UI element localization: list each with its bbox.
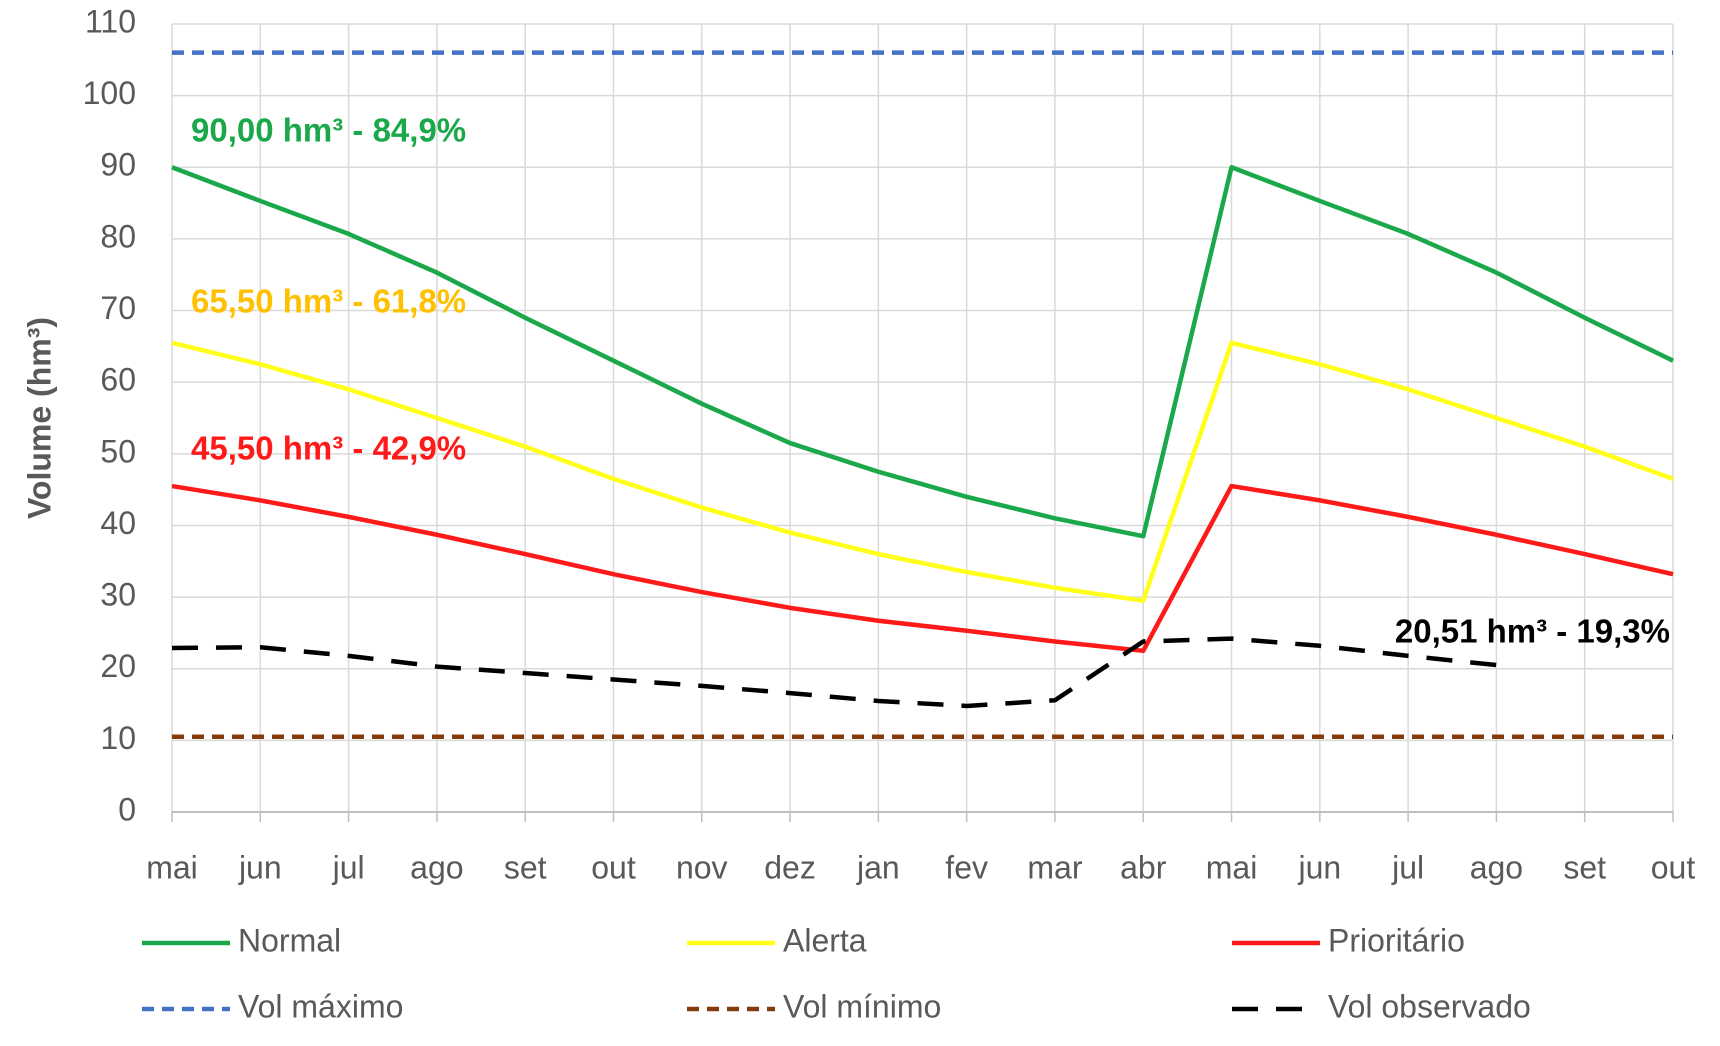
x-tick-label: out bbox=[591, 849, 636, 885]
y-tick-label: 50 bbox=[100, 433, 136, 469]
x-tick-label: jul bbox=[1391, 849, 1424, 885]
x-tick-label: abr bbox=[1120, 849, 1167, 885]
y-tick-label: 80 bbox=[100, 218, 136, 254]
legend-label: Vol mínimo bbox=[783, 988, 941, 1024]
series-line bbox=[171, 483, 1674, 654]
y-tick-label: 110 bbox=[85, 3, 136, 39]
legend-label: Normal bbox=[238, 922, 341, 958]
x-tick-label: jul bbox=[332, 849, 365, 885]
x-tick-label: fev bbox=[945, 849, 988, 885]
x-tick-label: jan bbox=[856, 849, 900, 885]
y-tick-label: 0 bbox=[118, 791, 136, 827]
y-tick-label: 90 bbox=[100, 147, 136, 183]
x-tick-label: mai bbox=[146, 849, 198, 885]
y-tick-label: 10 bbox=[100, 720, 136, 756]
x-tick-label: ago bbox=[1470, 849, 1523, 885]
series-line bbox=[171, 165, 1674, 539]
x-tick-label: set bbox=[1563, 849, 1606, 885]
x-tick-label: out bbox=[1651, 849, 1696, 885]
annotation: 20,51 hm³ - 19,3% bbox=[1395, 613, 1670, 650]
series-line bbox=[171, 340, 1674, 603]
y-tick-label: 70 bbox=[100, 290, 136, 326]
y-tick-label: 100 bbox=[83, 75, 136, 111]
annotation: 65,50 hm³ - 61,8% bbox=[191, 283, 466, 320]
x-tick-label: ago bbox=[410, 849, 463, 885]
x-tick-label: jun bbox=[238, 849, 282, 885]
annotation: 90,00 hm³ - 84,9% bbox=[191, 112, 466, 149]
legend-label: Prioritário bbox=[1328, 922, 1465, 958]
y-tick-label: 40 bbox=[100, 505, 136, 541]
y-tick-label: 20 bbox=[100, 648, 136, 684]
x-tick-label: dez bbox=[764, 849, 816, 885]
y-tick-label: 60 bbox=[100, 362, 136, 398]
y-axis-label: Volume (hm³) bbox=[21, 317, 57, 519]
x-tick-label: set bbox=[504, 849, 547, 885]
x-tick-label: mai bbox=[1206, 849, 1258, 885]
legend-label: Vol observado bbox=[1328, 988, 1531, 1024]
x-tick-label: jun bbox=[1297, 849, 1341, 885]
annotation: 45,50 hm³ - 42,9% bbox=[191, 430, 466, 467]
series-line bbox=[171, 636, 1497, 709]
legend-label: Vol máximo bbox=[238, 988, 403, 1024]
x-tick-label: mar bbox=[1027, 849, 1082, 885]
y-tick-label: 30 bbox=[100, 577, 136, 613]
x-tick-label: nov bbox=[676, 849, 728, 885]
legend-label: Alerta bbox=[783, 922, 867, 958]
